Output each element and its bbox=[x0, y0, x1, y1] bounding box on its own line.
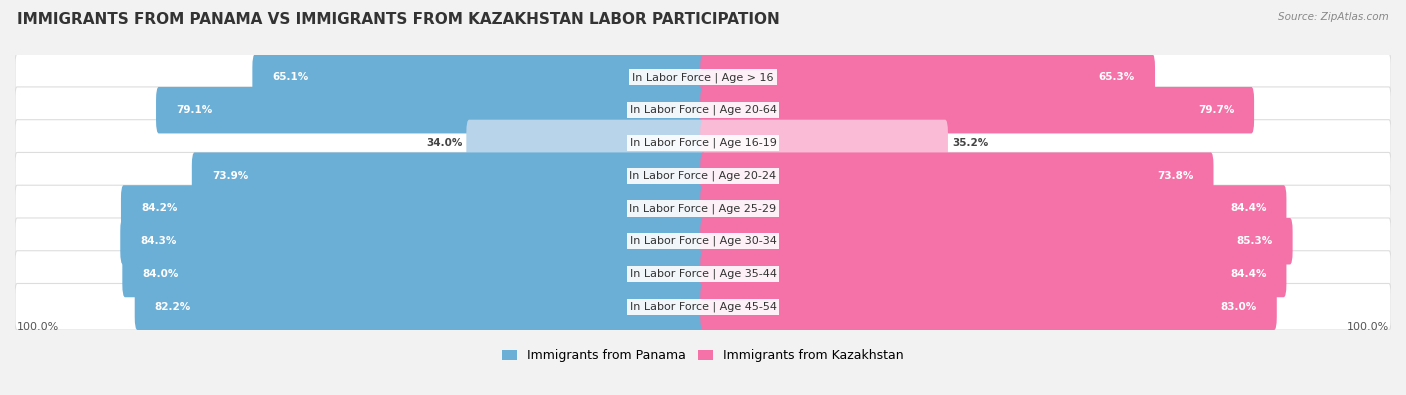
Text: 65.1%: 65.1% bbox=[273, 72, 308, 83]
Text: 84.3%: 84.3% bbox=[141, 236, 177, 246]
Text: 84.4%: 84.4% bbox=[1230, 269, 1267, 279]
FancyBboxPatch shape bbox=[15, 251, 1391, 297]
Text: 83.0%: 83.0% bbox=[1220, 302, 1257, 312]
Text: 34.0%: 34.0% bbox=[426, 138, 463, 148]
FancyBboxPatch shape bbox=[467, 120, 706, 166]
Text: IMMIGRANTS FROM PANAMA VS IMMIGRANTS FROM KAZAKHSTAN LABOR PARTICIPATION: IMMIGRANTS FROM PANAMA VS IMMIGRANTS FRO… bbox=[17, 12, 779, 27]
FancyBboxPatch shape bbox=[700, 284, 1277, 330]
FancyBboxPatch shape bbox=[15, 152, 1391, 199]
Text: 73.8%: 73.8% bbox=[1157, 171, 1194, 181]
FancyBboxPatch shape bbox=[700, 185, 1286, 232]
Text: 84.0%: 84.0% bbox=[142, 269, 179, 279]
Text: 79.1%: 79.1% bbox=[176, 105, 212, 115]
FancyBboxPatch shape bbox=[15, 185, 1391, 232]
Text: 79.7%: 79.7% bbox=[1198, 105, 1234, 115]
Text: 35.2%: 35.2% bbox=[952, 138, 988, 148]
Text: 73.9%: 73.9% bbox=[212, 171, 247, 181]
FancyBboxPatch shape bbox=[700, 152, 1213, 199]
Text: Source: ZipAtlas.com: Source: ZipAtlas.com bbox=[1278, 12, 1389, 22]
Text: In Labor Force | Age 20-24: In Labor Force | Age 20-24 bbox=[630, 171, 776, 181]
Text: In Labor Force | Age > 16: In Labor Force | Age > 16 bbox=[633, 72, 773, 83]
Text: 65.3%: 65.3% bbox=[1099, 72, 1135, 83]
Text: In Labor Force | Age 30-34: In Labor Force | Age 30-34 bbox=[630, 236, 776, 246]
Text: 100.0%: 100.0% bbox=[1347, 322, 1389, 332]
Text: 84.4%: 84.4% bbox=[1230, 203, 1267, 213]
FancyBboxPatch shape bbox=[700, 251, 1286, 297]
FancyBboxPatch shape bbox=[156, 87, 706, 134]
FancyBboxPatch shape bbox=[15, 54, 1391, 101]
Legend: Immigrants from Panama, Immigrants from Kazakhstan: Immigrants from Panama, Immigrants from … bbox=[496, 344, 910, 367]
Text: In Labor Force | Age 45-54: In Labor Force | Age 45-54 bbox=[630, 301, 776, 312]
FancyBboxPatch shape bbox=[15, 120, 1391, 166]
FancyBboxPatch shape bbox=[15, 87, 1391, 134]
Text: 85.3%: 85.3% bbox=[1236, 236, 1272, 246]
FancyBboxPatch shape bbox=[121, 185, 706, 232]
Text: 82.2%: 82.2% bbox=[155, 302, 191, 312]
Text: In Labor Force | Age 16-19: In Labor Force | Age 16-19 bbox=[630, 138, 776, 148]
Text: 84.2%: 84.2% bbox=[141, 203, 177, 213]
FancyBboxPatch shape bbox=[191, 152, 706, 199]
FancyBboxPatch shape bbox=[122, 251, 706, 297]
FancyBboxPatch shape bbox=[700, 120, 948, 166]
FancyBboxPatch shape bbox=[700, 54, 1154, 101]
FancyBboxPatch shape bbox=[15, 284, 1391, 330]
FancyBboxPatch shape bbox=[252, 54, 706, 101]
FancyBboxPatch shape bbox=[700, 218, 1292, 265]
FancyBboxPatch shape bbox=[15, 218, 1391, 265]
Text: 100.0%: 100.0% bbox=[17, 322, 59, 332]
FancyBboxPatch shape bbox=[135, 284, 706, 330]
Text: In Labor Force | Age 20-64: In Labor Force | Age 20-64 bbox=[630, 105, 776, 115]
FancyBboxPatch shape bbox=[121, 218, 706, 265]
Text: In Labor Force | Age 25-29: In Labor Force | Age 25-29 bbox=[630, 203, 776, 214]
FancyBboxPatch shape bbox=[700, 87, 1254, 134]
Text: In Labor Force | Age 35-44: In Labor Force | Age 35-44 bbox=[630, 269, 776, 279]
